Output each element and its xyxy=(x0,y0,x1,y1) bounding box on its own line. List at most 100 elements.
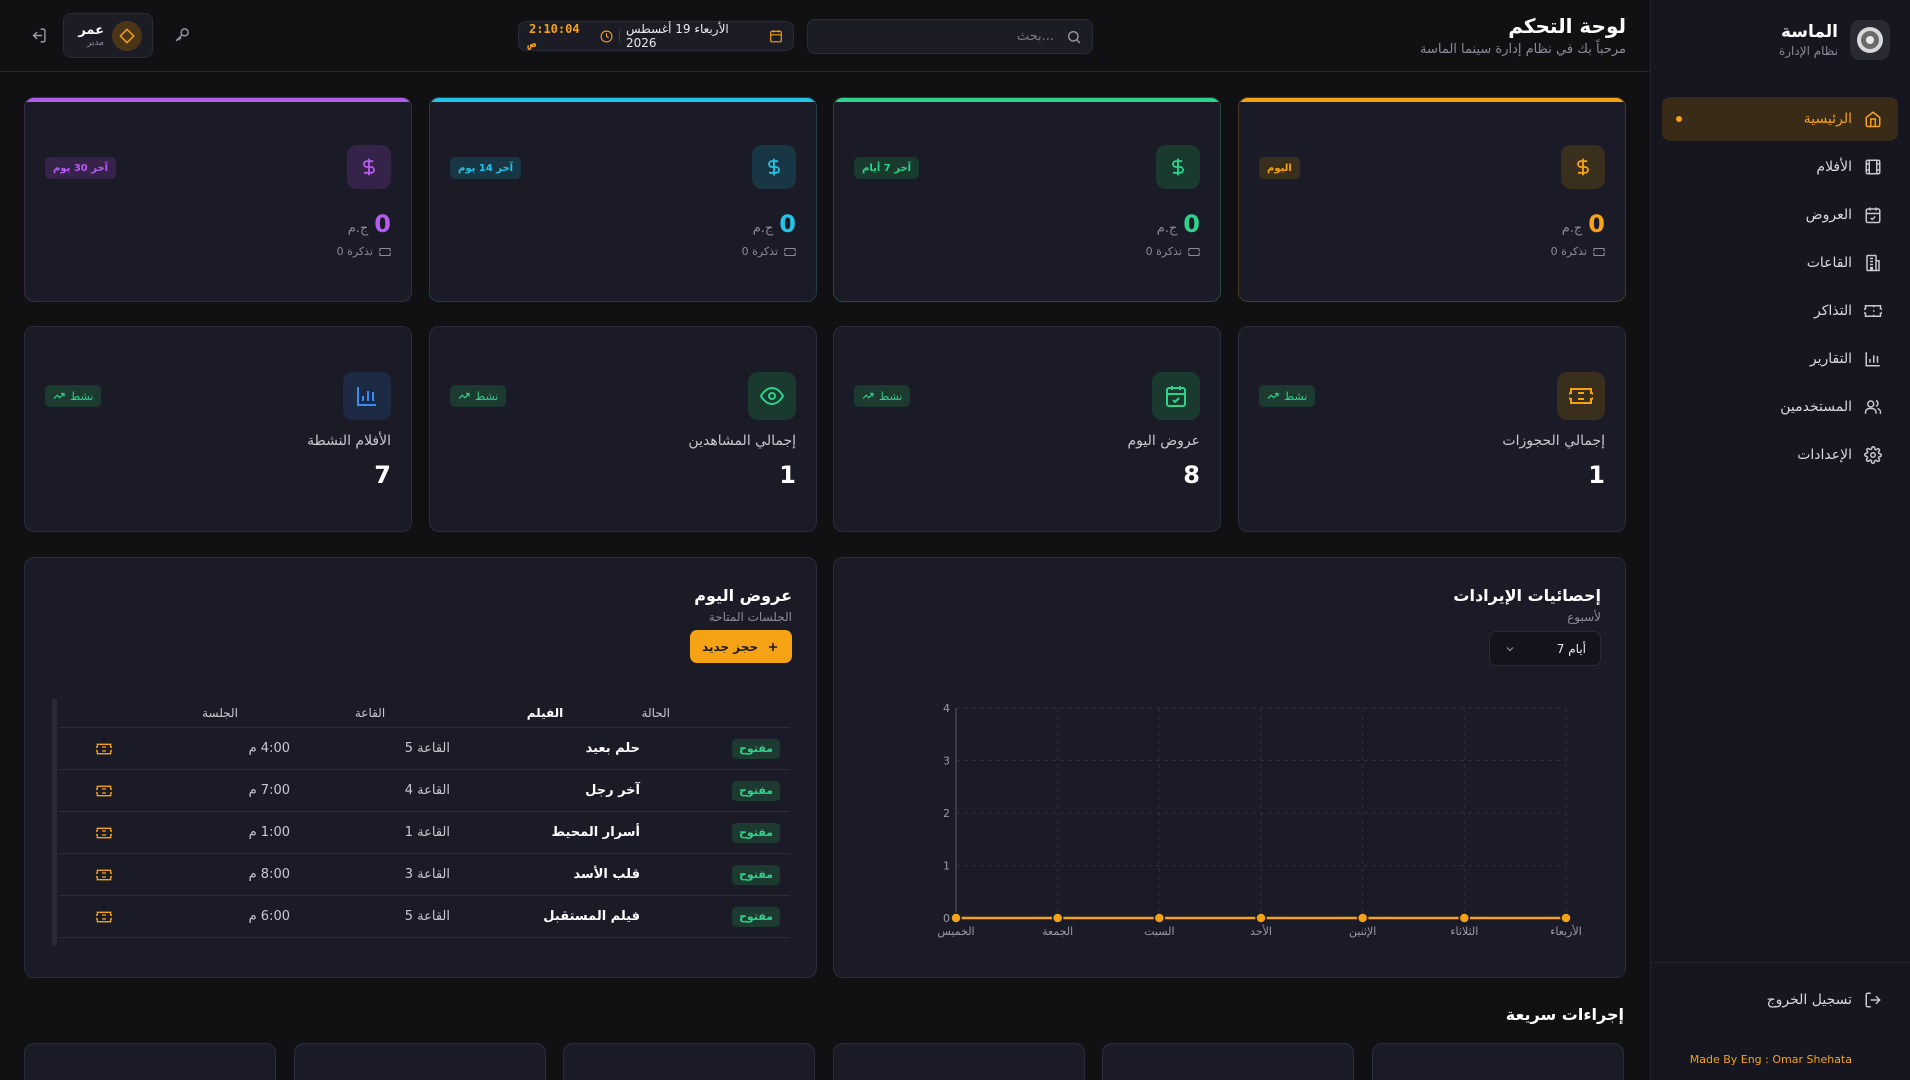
quick-actions-title: إجراءات سريعة xyxy=(1505,1005,1624,1024)
trending-up-icon xyxy=(862,390,874,402)
sidebar-item-label: القاعات xyxy=(1806,255,1852,271)
exit-icon[interactable] xyxy=(30,27,47,44)
users-icon xyxy=(1864,398,1882,416)
calendar-icon xyxy=(769,29,783,43)
revenue-card-7days: آخر 7 أيام 0 ج.م 0 تذكرة xyxy=(833,97,1221,302)
user-name: عمر xyxy=(78,23,104,38)
card-accent xyxy=(1239,98,1625,102)
trending-up-icon xyxy=(53,390,65,402)
table-scrollbar[interactable] xyxy=(52,698,57,946)
kpi-label: الأفلام النشطة xyxy=(307,433,391,449)
quick-action-card[interactable] xyxy=(24,1043,276,1080)
brand-name: الماسة xyxy=(1780,22,1838,42)
quick-action-card[interactable] xyxy=(1102,1043,1354,1080)
film-name: فيلم المستقبل xyxy=(543,909,640,924)
brand: الماسة نظام الإدارة xyxy=(1779,20,1890,60)
revenue-card-14days: آخر 14 يوم 0 ج.م 0 تذكرة xyxy=(429,97,817,302)
sidebar-item-films[interactable]: الأفلام xyxy=(1662,145,1898,189)
sidebar-item-tickets[interactable]: التذاكر xyxy=(1662,289,1898,333)
new-booking-button[interactable]: حجز جديد xyxy=(690,630,792,663)
col-film: الفيلم xyxy=(526,705,564,720)
table-header: الحالة الفيلم القاعة الجلسة xyxy=(58,698,790,728)
ticket-icon[interactable] xyxy=(96,909,112,925)
user-role: مدير xyxy=(86,38,104,48)
chevron-down-icon xyxy=(1504,643,1516,655)
quick-action-card[interactable] xyxy=(294,1043,546,1080)
sidebar-item-users[interactable]: المستخدمين xyxy=(1662,385,1898,429)
dollar-icon xyxy=(752,145,796,189)
status-badge: نشط xyxy=(450,385,507,407)
show-time: 1:00 م xyxy=(248,825,290,840)
y-tick-label: 1 xyxy=(943,860,950,873)
credit-text: Made By Eng : Omar Shehata xyxy=(1689,1053,1852,1066)
sidebar-item-label: الأفلام xyxy=(1816,159,1852,175)
current-time: 2:10:04 ص xyxy=(529,22,580,50)
gear-icon xyxy=(1864,446,1882,464)
card-accent xyxy=(25,98,411,102)
ticket-icon[interactable] xyxy=(96,783,112,799)
x-tick-label: الجمعة xyxy=(1042,925,1073,938)
data-point xyxy=(1356,912,1369,924)
badge-label: نشط xyxy=(1284,389,1308,403)
table-row[interactable]: مفتوح آخر رجل القاعة 4 7:00 م xyxy=(58,770,790,812)
sidebar-item-settings[interactable]: الإعدادات xyxy=(1662,433,1898,477)
search-input[interactable] xyxy=(808,20,1092,53)
ticket-icon[interactable] xyxy=(96,741,112,757)
home-icon xyxy=(1864,110,1882,128)
status-badge: مفتوح xyxy=(731,906,780,927)
sidebar-item-shows[interactable]: العروض xyxy=(1662,193,1898,237)
ticket-icon[interactable] xyxy=(96,825,112,841)
table-row[interactable]: مفتوح قلب الأسد القاعة 3 8:00 م xyxy=(58,854,790,896)
sidebar-item-label: المستخدمين xyxy=(1780,399,1852,415)
kpi-value: 8 xyxy=(1183,461,1200,489)
hall-name: القاعة 1 xyxy=(404,825,450,840)
sidebar-footer: تسجيل الخروج Made By Eng : Omar Shehata xyxy=(1650,962,1910,1080)
eye-icon xyxy=(748,372,796,420)
active-indicator xyxy=(1676,116,1682,122)
panel-subtitle: لأسبوع xyxy=(1567,610,1601,624)
quick-action-card[interactable] xyxy=(833,1043,1085,1080)
x-tick-label: الأربعاء xyxy=(1550,924,1582,938)
shows-table: الحالة الفيلم القاعة الجلسة مفتوح حلم بع… xyxy=(58,698,790,938)
sidebar-item-reports[interactable]: التقارير xyxy=(1662,337,1898,381)
sidebar-nav: الرئيسية الأفلام العروض القاعات التذاكر … xyxy=(1662,97,1898,481)
logout-button[interactable]: تسجيل الخروج xyxy=(1767,991,1882,1009)
period-badge: آخر 14 يوم xyxy=(450,157,522,179)
range-select[interactable]: 7 أيام xyxy=(1489,631,1601,666)
sidebar-item-halls[interactable]: القاعات xyxy=(1662,241,1898,285)
quick-action-card[interactable] xyxy=(563,1043,815,1080)
panel-title: عروض اليوم xyxy=(694,586,792,605)
hall-name: القاعة 5 xyxy=(404,909,450,924)
x-tick-label: الأحد xyxy=(1250,924,1272,938)
sidebar-item-label: الرئيسية xyxy=(1803,111,1852,127)
show-time: 7:00 م xyxy=(248,783,290,798)
building-icon xyxy=(1864,254,1882,272)
diamond-icon xyxy=(119,27,135,44)
ticket-icon[interactable] xyxy=(96,867,112,883)
current-date: الأربعاء 19 أغسطس 2026 xyxy=(625,22,729,50)
search-icon xyxy=(1066,29,1082,45)
ticket-icon xyxy=(1188,246,1200,258)
revenue-chart-panel: إحصائيات الإيرادات لأسبوع 7 أيام 0 1 2 3 4 ال… xyxy=(833,557,1626,978)
user-profile[interactable]: عمر مدير xyxy=(63,13,153,58)
ticket-count: 0 تذكرة xyxy=(1145,245,1182,258)
ticket-count: 0 تذكرة xyxy=(336,245,373,258)
dollar-icon xyxy=(1156,145,1200,189)
y-tick-label: 3 xyxy=(943,755,950,768)
film-name: قلب الأسد xyxy=(573,867,640,882)
top-header: لوحة التحكم مرحباً بك في نظام إدارة سينم… xyxy=(0,0,1650,72)
sidebar-item-home[interactable]: الرئيسية xyxy=(1662,97,1898,141)
kpi-value: 1 xyxy=(1588,461,1605,489)
quick-action-card[interactable] xyxy=(1372,1043,1624,1080)
col-status: الحالة xyxy=(641,705,670,720)
range-label: 7 أيام xyxy=(1556,641,1586,656)
table-row[interactable]: مفتوح حلم بعيد القاعة 5 4:00 م xyxy=(58,728,790,770)
card-accent xyxy=(430,98,816,102)
key-icon[interactable] xyxy=(174,26,191,43)
kpi-card-viewers: نشط إجمالي المشاهدين 1 xyxy=(429,326,817,532)
page-title: لوحة التحكم xyxy=(1508,14,1626,38)
dollar-icon xyxy=(1561,145,1605,189)
table-row[interactable]: مفتوح فيلم المستقبل القاعة 5 6:00 م xyxy=(58,896,790,938)
table-row[interactable]: مفتوح أسرار المحيط القاعة 1 1:00 م xyxy=(58,812,790,854)
data-point xyxy=(1560,912,1572,924)
